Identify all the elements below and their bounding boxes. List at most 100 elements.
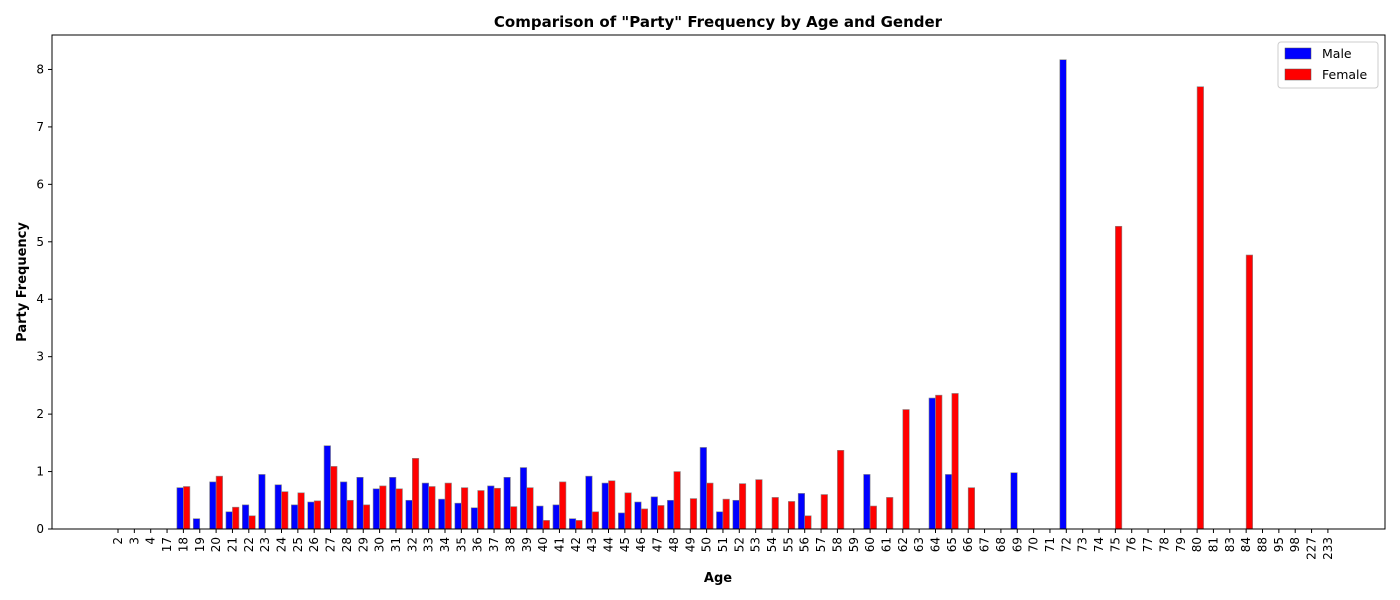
y-tick-label: 0 xyxy=(36,522,44,536)
x-tick-label: 59 xyxy=(847,537,861,552)
bar-female-age-75 xyxy=(1115,225,1123,530)
x-tick-label: 76 xyxy=(1125,537,1139,552)
bar-male-age-31 xyxy=(389,476,397,530)
x-tick-label: 72 xyxy=(1059,537,1073,552)
bar-female-age-42 xyxy=(575,520,583,530)
x-tick-label: 2 xyxy=(111,537,125,545)
x-tick-label: 58 xyxy=(830,537,844,552)
bar-female-age-44 xyxy=(608,480,616,530)
bar-female-age-25 xyxy=(297,492,305,530)
x-tick-label: 81 xyxy=(1206,537,1220,552)
bar-male-age-48 xyxy=(667,499,675,530)
x-tick-label: 44 xyxy=(602,537,616,552)
x-tick-label: 74 xyxy=(1092,537,1106,552)
x-tick-label: 25 xyxy=(291,537,305,552)
bar-male-age-72 xyxy=(1059,59,1067,530)
bar-male-age-22 xyxy=(242,504,250,530)
bar-female-age-53 xyxy=(755,479,763,530)
x-tick-label: 62 xyxy=(896,537,910,552)
bar-male-age-26 xyxy=(307,501,315,530)
bar-male-age-27 xyxy=(323,445,331,530)
y-tick-label: 7 xyxy=(36,120,44,134)
bar-female-age-35 xyxy=(461,487,469,530)
legend-label-male: Male xyxy=(1322,46,1352,61)
y-tick-label: 8 xyxy=(36,62,44,76)
bar-female-age-60 xyxy=(869,505,877,530)
bar-female-age-41 xyxy=(559,481,567,530)
bar-female-age-48 xyxy=(673,471,681,530)
bar-male-age-25 xyxy=(291,504,299,530)
bar-female-age-62 xyxy=(902,409,910,530)
x-tick-label: 23 xyxy=(258,537,272,552)
x-tick-label: 95 xyxy=(1272,537,1286,552)
x-tick-label: 98 xyxy=(1288,537,1302,552)
bar-male-age-56 xyxy=(797,493,806,530)
x-tick-label: 233 xyxy=(1321,537,1335,560)
x-tick-label: 32 xyxy=(405,537,419,552)
bar-male-age-45 xyxy=(618,512,626,530)
x-tick-label: 57 xyxy=(814,537,828,552)
x-tick-label: 30 xyxy=(373,537,387,552)
bar-male-age-42 xyxy=(568,518,577,530)
x-tick-label: 29 xyxy=(356,537,370,552)
bar-male-age-41 xyxy=(552,504,560,530)
bar-male-age-24 xyxy=(274,484,282,530)
x-tick-label: 43 xyxy=(585,537,599,552)
x-tick-label: 52 xyxy=(732,537,746,552)
bar-female-age-65 xyxy=(951,393,959,530)
bar-male-age-44 xyxy=(601,482,609,530)
bar-male-age-46 xyxy=(634,501,642,530)
x-tick-label: 18 xyxy=(176,537,190,552)
x-tick-label: 22 xyxy=(242,537,256,552)
x-tick-label: 19 xyxy=(193,537,207,552)
legend-swatch-female xyxy=(1284,68,1312,81)
x-tick-label: 28 xyxy=(340,537,354,552)
bar-female-age-64 xyxy=(935,394,943,530)
x-tick-label: 60 xyxy=(863,537,877,552)
bar-male-age-28 xyxy=(340,481,348,530)
x-tick-label: 68 xyxy=(994,537,1008,552)
bar-male-age-35 xyxy=(454,502,462,530)
axes-group: 2 3 4 17 18 19 20 21 22 23 24 25 26 27 28 29 30 31 32 33 34 3… xyxy=(36,62,1335,559)
x-tick-label: 65 xyxy=(945,537,959,552)
x-tick-label: 37 xyxy=(487,537,501,552)
x-tick-label: 49 xyxy=(683,537,697,552)
bar-male-age-51 xyxy=(716,511,724,530)
y-tick-label: 1 xyxy=(36,465,44,479)
chart-title: Comparison of "Party" Frequency by Age a… xyxy=(494,13,943,31)
x-tick-label: 64 xyxy=(929,537,943,552)
bar-male-age-30 xyxy=(372,488,380,530)
bar-female-age-58 xyxy=(837,449,845,530)
x-tick-label: 227 xyxy=(1305,537,1319,560)
x-tick-label: 21 xyxy=(225,537,239,552)
bar-male-age-18 xyxy=(176,487,184,530)
x-tick-label: 67 xyxy=(978,537,992,552)
legend-label-female: Female xyxy=(1322,67,1368,82)
bar-male-age-43 xyxy=(585,475,593,530)
x-tick-label: 46 xyxy=(634,537,648,552)
x-tick-label: 83 xyxy=(1223,537,1237,552)
x-tick-label: 50 xyxy=(700,537,714,552)
x-tick-label: 63 xyxy=(912,537,926,552)
x-tick-label: 4 xyxy=(144,537,158,545)
bar-female-age-54 xyxy=(771,497,779,530)
x-tick-label: 36 xyxy=(471,537,485,552)
bar-female-age-52 xyxy=(738,483,747,530)
bar-male-age-60 xyxy=(863,474,871,530)
x-tick-label: 54 xyxy=(765,537,779,552)
x-tick-label: 34 xyxy=(438,537,452,552)
x-axis-label: Age xyxy=(704,571,732,586)
bar-male-age-19 xyxy=(192,518,201,530)
bar-female-age-34 xyxy=(444,482,452,530)
bar-female-age-66 xyxy=(967,487,976,530)
y-axis-label: Party Frequency xyxy=(15,222,30,342)
bar-female-age-21 xyxy=(232,506,240,530)
x-tick-label: 55 xyxy=(781,537,795,552)
bar-male-age-65 xyxy=(945,474,953,530)
bar-male-age-47 xyxy=(650,496,658,530)
bar-male-age-20 xyxy=(209,481,217,530)
x-tick-label: 61 xyxy=(879,537,893,552)
bar-male-age-37 xyxy=(487,485,495,530)
bar-male-age-29 xyxy=(356,476,364,530)
